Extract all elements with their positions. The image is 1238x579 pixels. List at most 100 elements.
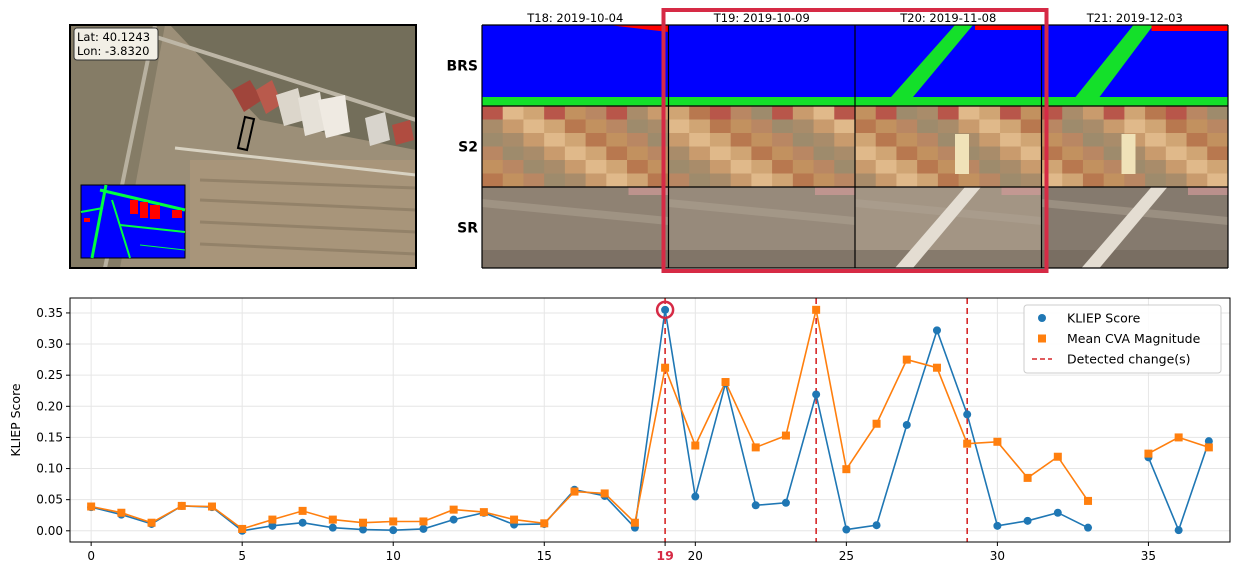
x-tick-label: 20 [688,549,703,563]
kliep-point [842,526,850,534]
brs-tile-2 [855,25,1042,106]
kliep-point [933,326,941,334]
kliep-point [963,410,971,418]
cva-point [812,306,820,314]
kliep-point [389,526,397,534]
cva-point [1205,443,1213,451]
sr-tile-2 [855,187,1042,268]
s2-tile-0 [482,106,669,188]
brs-tile-0 [482,25,669,106]
legend-label-2: Detected change(s) [1067,352,1191,367]
sr-tile-0 [482,187,669,268]
x-tick-label: 25 [839,549,854,563]
legend-label-0: KLIEP Score [1067,311,1141,326]
kliep-point [419,525,427,533]
legend-label-1: Mean CVA Magnitude [1067,331,1201,346]
kliep-point [782,499,790,507]
kliep-point [329,524,337,532]
cva-point [268,516,276,524]
cva-point [782,432,790,440]
row-label-s2: S2 [458,140,478,156]
row-label-brs: BRS [446,59,478,75]
kliep-point [1024,517,1032,525]
cva-point [601,489,609,497]
cva-point [117,509,125,517]
y-tick-label: 0.10 [36,462,63,476]
y-axis-label: KLIEP Score [8,383,23,457]
time-label-1: T19: 2019-10-09 [713,11,810,25]
time-strip-panels: T18: 2019-10-04 T19: 2019-10-09 T20: 2019-… [446,10,1228,271]
cva-point [299,507,307,515]
cva-point [722,378,730,386]
cva-point [963,440,971,448]
kliep-point [903,421,911,429]
cva-point [419,517,427,525]
cva-point [570,488,578,496]
brs-tile-1 [669,25,856,106]
satellite-inset: Lat: 40.1243 Lon: -3.8320 [70,25,416,268]
cva-point [1144,450,1152,458]
s2-tile-1 [669,106,856,188]
kliep-point [752,501,760,509]
kliep-chart: 0 5 10 15 20 25 30 35 19 0.00 0.05 0.10 0.15 0.20 0.25… [8,298,1230,563]
cva-point [903,356,911,364]
longitude-label: Lon: -3.8320 [77,44,149,58]
segmentation-minimap [81,185,185,258]
kliep-point [450,516,458,524]
cva-point [1024,474,1032,482]
cva-point [540,519,548,527]
sr-tile-1 [669,187,856,268]
cva-point [450,506,458,514]
y-tick-label: 0.05 [36,493,63,507]
latitude-label: Lat: 40.1243 [77,30,150,44]
kliep-point [661,306,669,314]
x-tick-label: 35 [1141,549,1156,563]
cva-point [842,465,850,473]
cva-point [389,517,397,525]
kliep-point [1084,524,1092,532]
y-tick-label: 0.30 [36,337,63,351]
cva-point [691,442,699,450]
y-tick-label: 0.20 [36,399,63,413]
time-label-0: T18: 2019-10-04 [526,11,623,25]
cva-point [480,508,488,516]
kliep-point [1175,526,1183,534]
cva-point [1054,453,1062,461]
kliep-point [359,526,367,534]
cva-point [510,516,518,524]
y-tick-label: 0.00 [36,524,63,538]
cva-point [178,502,186,510]
s2-tile-2 [855,106,1042,188]
legend: KLIEP Score Mean CVA Magnitude Detected ch… [1024,305,1221,373]
kliep-point [812,390,820,398]
cva-point [359,519,367,527]
kliep-point [299,519,307,527]
cva-point [1175,433,1183,441]
x-tick-label: 30 [990,549,1005,563]
cva-point [631,519,639,527]
brs-tile-3 [1042,25,1229,106]
cva-point [87,503,95,511]
cva-point [208,503,216,511]
cva-point [873,420,881,428]
time-label-2: T20: 2019-11-08 [899,11,996,25]
cva-point [933,364,941,372]
kliep-point [691,493,699,501]
x-tick-label: 10 [386,549,401,563]
y-tick-label: 0.25 [36,368,63,382]
kliep-point [1054,509,1062,517]
cva-point [238,525,246,533]
y-tick-label: 0.15 [36,430,63,444]
x-tick-label: 0 [87,549,95,563]
sr-tile-3 [1042,187,1229,268]
cva-point [661,364,669,372]
cva-point [329,516,337,524]
kliep-point [993,522,1001,530]
cva-point [752,443,760,451]
time-label-3: T21: 2019-12-03 [1086,11,1183,25]
x-tick-label: 5 [238,549,246,563]
row-label-sr: SR [457,221,478,237]
highlight-tick-label: 19 [656,548,673,563]
y-tick-label: 0.35 [36,306,63,320]
cva-point [1084,497,1092,505]
